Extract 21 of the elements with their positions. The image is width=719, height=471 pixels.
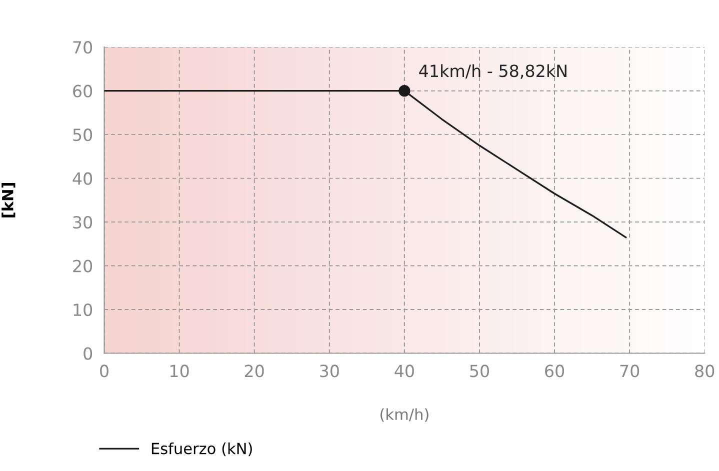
y-tick-label: 0 <box>84 347 92 360</box>
x-axis-title: (km/h) <box>380 408 428 422</box>
x-tick-label: 60 <box>545 364 564 378</box>
x-tick-label: 10 <box>170 364 189 378</box>
y-tick-label: 30 <box>73 216 92 229</box>
y-tick-label: 20 <box>73 260 92 272</box>
y-tick-label: 10 <box>74 303 92 316</box>
annotation: 41km/h - 58,82kN <box>419 64 566 79</box>
x-tick-label: 0 <box>100 364 108 378</box>
x-tick-label: 50 <box>470 364 489 378</box>
x-tick-label: 30 <box>320 364 339 378</box>
y-tick-label: 60 <box>73 84 92 98</box>
x-tick-label: 20 <box>244 364 264 378</box>
legend-label: Esfuerzo (kN) <box>152 442 252 456</box>
y-tick-label: 50 <box>73 128 92 142</box>
x-tick-label: 80 <box>695 364 714 378</box>
y-axis-title: [kN] <box>2 183 16 218</box>
y-tick-label: 40 <box>72 172 92 185</box>
x-tick-label: 40 <box>394 364 414 378</box>
x-tick-label: 70 <box>620 364 640 378</box>
y-tick-label: 70 <box>73 41 92 54</box>
